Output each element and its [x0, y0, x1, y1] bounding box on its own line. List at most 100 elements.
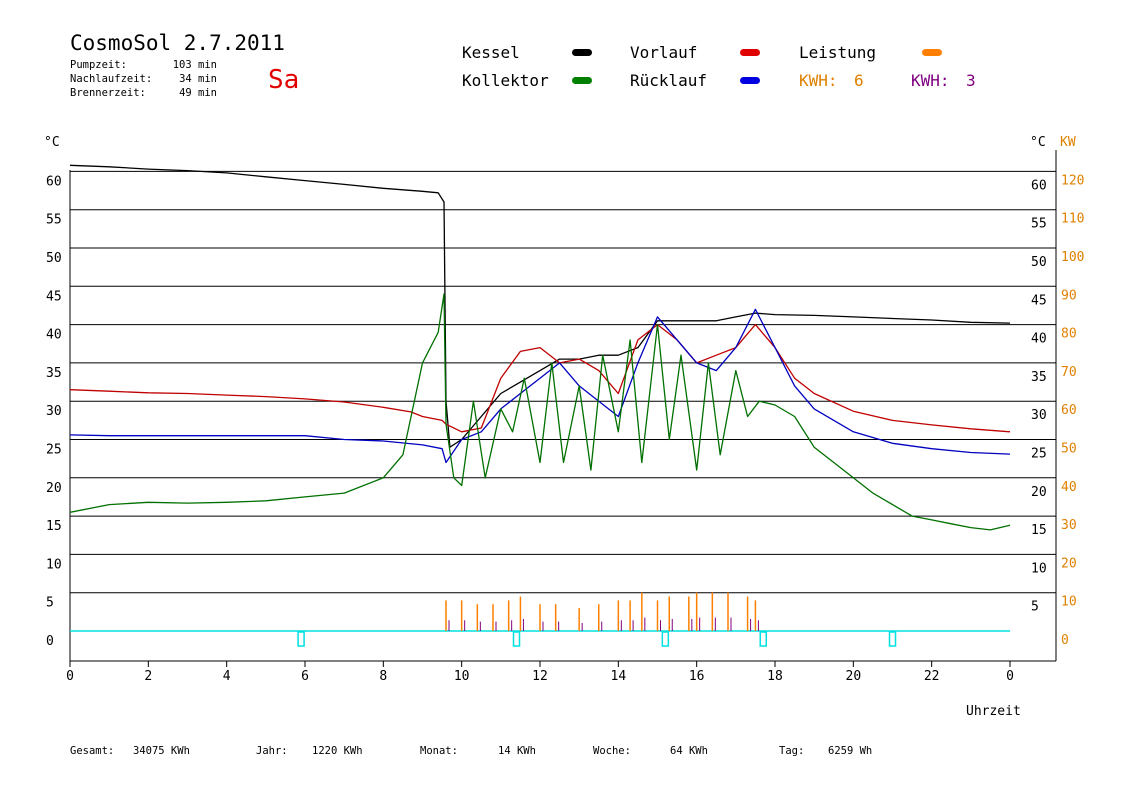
legend-swatch-leistung — [922, 49, 942, 56]
y-tick-label-kw: 80 — [1061, 327, 1077, 342]
grid-layer — [70, 170, 1056, 594]
x-tick-label: 22 — [924, 669, 940, 684]
stat-value-brennerzeit: 49 min — [179, 87, 217, 99]
legend-label-ruecklauf: Rücklauf — [630, 71, 707, 90]
y-tick-label-kw: 0 — [1061, 633, 1069, 648]
x-tick-label: 20 — [846, 669, 862, 684]
y-tick-label-kw: 110 — [1061, 212, 1084, 227]
series-layer — [69, 164, 1011, 531]
y-tick-label-right: 35 — [1031, 370, 1047, 385]
footer-value-jahr: 1220 KWh — [312, 745, 363, 757]
y-tick-label-left: 0 — [46, 634, 54, 649]
x-tick-label: 14 — [611, 669, 627, 684]
y-tick-label-kw: 40 — [1061, 480, 1077, 495]
y-tick-label-kw: 50 — [1061, 442, 1077, 457]
x-tick-label: 18 — [767, 669, 783, 684]
legend-kwh-value-2: 3 — [966, 71, 976, 90]
x-tick-label: 0 — [66, 669, 74, 684]
y-tick-label-left: 55 — [46, 213, 62, 228]
legend-label-leistung: Leistung — [799, 43, 876, 62]
footer-label-jahr: Jahr: — [256, 745, 288, 757]
y-tick-label-kw: 70 — [1061, 365, 1077, 380]
baseline-marker — [888, 631, 897, 647]
legend-label-vorlauf: Vorlauf — [630, 43, 697, 62]
y-tick-label-left: 45 — [46, 289, 62, 304]
y-tick-label-kw: 90 — [1061, 288, 1077, 303]
y-tick-label-right: 60 — [1031, 178, 1047, 193]
stats-block: Pumpzeit: 103 min Nachlaufzeit: 34 min B… — [70, 59, 217, 99]
y-tick-label-kw: 100 — [1061, 250, 1084, 265]
y-tick-label-kw: 10 — [1061, 595, 1077, 610]
footer-value-monat: 14 KWh — [498, 745, 536, 757]
legend-label-kessel: Kessel — [462, 43, 520, 62]
y-tick-label-right: 55 — [1031, 217, 1047, 232]
y-tick-label-right: 50 — [1031, 255, 1047, 270]
stat-label-brennerzeit: Brennerzeit: — [70, 87, 146, 99]
y-tick-label-kw: 120 — [1061, 173, 1084, 188]
footer-label-tag: Tag: — [779, 745, 804, 757]
left-unit-label: °C — [44, 135, 60, 150]
legend: Kessel Vorlauf Leistung Kollektor Rückla… — [462, 43, 976, 90]
y-tick-label-kw: 60 — [1061, 403, 1077, 418]
footer-label-woche: Woche: — [593, 745, 631, 757]
day-label: Sa — [268, 65, 299, 95]
y-tick-label-left: 50 — [46, 251, 62, 266]
legend-kwh-value-1: 6 — [854, 71, 864, 90]
y-tick-label-right: 20 — [1031, 485, 1047, 500]
legend-swatch-ruecklauf — [740, 77, 760, 84]
x-tick-label: 10 — [454, 669, 470, 684]
y-tick-label-right: 25 — [1031, 447, 1047, 462]
x-tick-label: 2 — [144, 669, 152, 684]
y-tick-label-kw: 30 — [1061, 518, 1077, 533]
y-tick-label-left: 20 — [46, 481, 62, 496]
legend-kwh-label-2: KWH: — [911, 71, 950, 90]
stat-label-nachlaufzeit: Nachlaufzeit: — [70, 73, 152, 85]
series-line-kollektor — [69, 293, 1011, 531]
axis-layer: 0510152025303540455055605101520253035404… — [46, 150, 1084, 684]
y-tick-label-right: 15 — [1031, 523, 1047, 538]
footer-value-tag: 6259 Wh — [828, 745, 872, 757]
x-tick-label: 12 — [532, 669, 548, 684]
stat-value-pumpzeit: 103 min — [173, 59, 217, 71]
y-tick-label-left: 60 — [46, 174, 62, 189]
y-tick-label-left: 35 — [46, 366, 62, 381]
y-tick-label-left: 30 — [46, 404, 62, 419]
series-line-ruecklauf — [69, 308, 1011, 464]
legend-swatch-kessel — [572, 49, 592, 56]
y-tick-label-right: 30 — [1031, 408, 1047, 423]
y-tick-label-left: 15 — [46, 519, 62, 534]
baseline-marker — [297, 631, 305, 647]
y-tick-label-kw: 20 — [1061, 556, 1077, 571]
x-axis-label: Uhrzeit — [966, 704, 1021, 719]
series-line-kessel — [69, 164, 1011, 448]
stat-label-pumpzeit: Pumpzeit: — [70, 59, 127, 71]
x-tick-label: 6 — [301, 669, 309, 684]
y-tick-label-left: 10 — [46, 557, 62, 572]
footer-label-monat: Monat: — [420, 745, 458, 757]
legend-kwh-label-1: KWH: — [799, 71, 838, 90]
baseline-marker — [512, 631, 521, 647]
x-tick-label: 4 — [223, 669, 231, 684]
y-tick-label-right: 40 — [1031, 332, 1047, 347]
y-tick-label-left: 40 — [46, 328, 62, 343]
legend-swatch-kollektor — [572, 77, 592, 84]
legend-swatch-vorlauf — [740, 49, 760, 56]
x-tick-label: 8 — [379, 669, 387, 684]
footer-value-gesamt: 34075 KWh — [133, 745, 190, 757]
footer-label-gesamt: Gesamt: — [70, 745, 114, 757]
footer-totals: Gesamt: 34075 KWh Jahr: 1220 KWh Monat: … — [70, 745, 872, 757]
y-tick-label-right: 10 — [1031, 561, 1047, 576]
stat-value-nachlaufzeit: 34 min — [179, 73, 217, 85]
chart-title: CosmoSol 2.7.2011 — [70, 31, 285, 55]
y-tick-label-left: 5 — [46, 596, 54, 611]
y-tick-label-left: 25 — [46, 443, 62, 458]
baseline-marker — [759, 631, 767, 647]
marker-layer — [297, 631, 897, 647]
baseline-marker — [661, 631, 670, 647]
right-unit-label: °C — [1030, 135, 1046, 150]
right-unit-kw-label: KW — [1060, 135, 1076, 150]
x-tick-label: 0 — [1006, 669, 1014, 684]
x-tick-label: 16 — [689, 669, 705, 684]
y-tick-label-right: 45 — [1031, 293, 1047, 308]
